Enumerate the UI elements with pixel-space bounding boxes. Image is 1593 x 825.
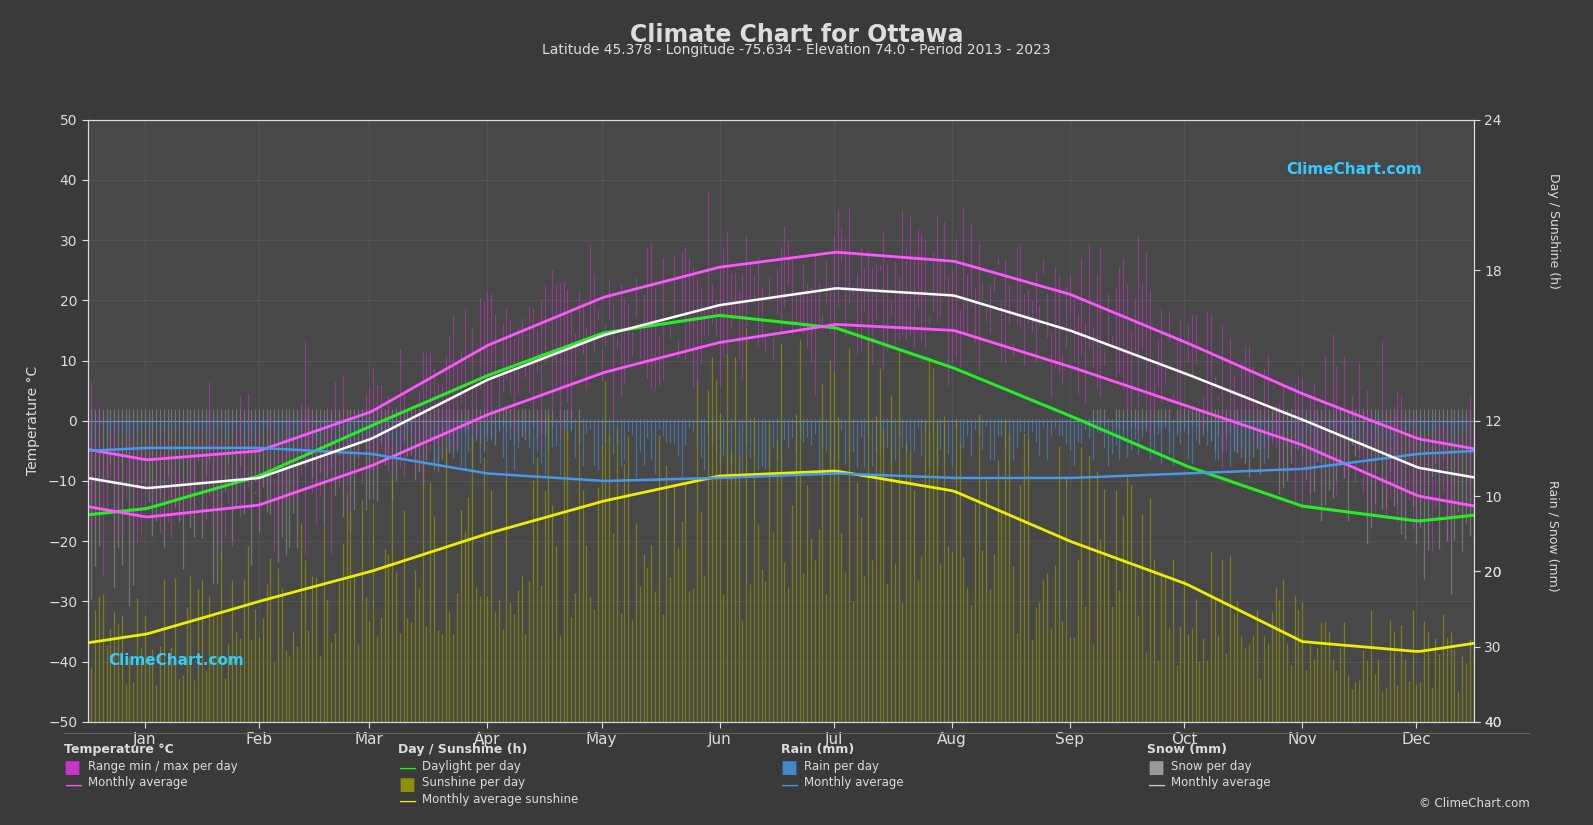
Text: ClimeChart.com: ClimeChart.com [1287, 162, 1423, 177]
Text: ■: ■ [398, 776, 416, 794]
Text: ■: ■ [1147, 759, 1164, 777]
Text: Monthly average: Monthly average [804, 776, 905, 790]
Y-axis label: Temperature °C: Temperature °C [25, 366, 40, 475]
Text: Daylight per day: Daylight per day [422, 760, 521, 773]
Text: Temperature °C: Temperature °C [64, 742, 174, 756]
Text: ■: ■ [781, 759, 798, 777]
Text: Monthly average sunshine: Monthly average sunshine [422, 793, 578, 806]
Text: Day / Sunshine (h): Day / Sunshine (h) [1547, 173, 1560, 289]
Text: —: — [398, 792, 416, 810]
Text: —: — [1147, 776, 1164, 794]
Text: Snow (mm): Snow (mm) [1147, 742, 1227, 756]
Text: Monthly average: Monthly average [88, 776, 188, 790]
Text: © ClimeChart.com: © ClimeChart.com [1418, 797, 1529, 810]
Text: ■: ■ [64, 759, 81, 777]
Text: —: — [398, 759, 416, 777]
Text: Day / Sunshine (h): Day / Sunshine (h) [398, 742, 527, 756]
Text: ClimeChart.com: ClimeChart.com [108, 653, 244, 667]
Text: Rain per day: Rain per day [804, 760, 879, 773]
Text: Rain / Snow (mm): Rain / Snow (mm) [1547, 480, 1560, 592]
Text: Latitude 45.378 - Longitude -75.634 - Elevation 74.0 - Period 2013 - 2023: Latitude 45.378 - Longitude -75.634 - El… [542, 43, 1051, 57]
Text: Monthly average: Monthly average [1171, 776, 1271, 790]
Text: —: — [781, 776, 798, 794]
Text: Sunshine per day: Sunshine per day [422, 776, 526, 790]
Text: —: — [64, 776, 81, 794]
Text: Rain (mm): Rain (mm) [781, 742, 854, 756]
Text: Snow per day: Snow per day [1171, 760, 1252, 773]
Text: Range min / max per day: Range min / max per day [88, 760, 237, 773]
Text: Climate Chart for Ottawa: Climate Chart for Ottawa [629, 23, 964, 47]
